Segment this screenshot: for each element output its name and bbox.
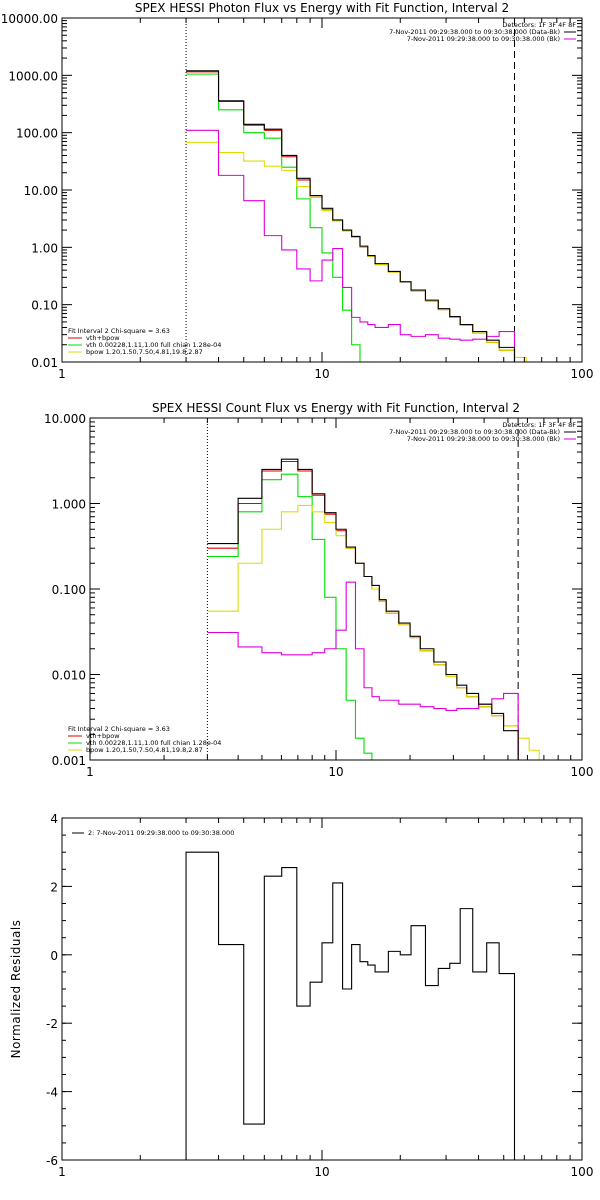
legend-entry: vth+bpow [86, 732, 120, 740]
y-axis-title: Normalized Residuals [9, 920, 23, 1059]
legend-entry: Detectors: 1F 3F 4F 8F [502, 421, 576, 429]
legend-top-left: 2: 7-Nov-2011 09:29:38.000 to 09:30:38.0… [72, 829, 234, 837]
legend-top-right: Detectors: 1F 3F 4F 8F7-Nov-2011 09:29:3… [389, 21, 576, 43]
y-tick-label: 0.010 [52, 669, 86, 683]
x-tick-label: 100 [571, 765, 594, 779]
y-tick-label: 10000.00 [1, 12, 58, 26]
axes-frame [89, 417, 583, 761]
chart-title: SPEX HESSI Photon Flux vs Energy with Fi… [135, 1, 509, 15]
x-tick-label: 10 [314, 1165, 329, 1179]
series-line-data [185, 851, 516, 1160]
chart-panel-2: SPEX HESSI Count Flux vs Energy with Fit… [44, 401, 594, 779]
y-tick-label: 10.00 [24, 184, 58, 198]
axes-frame [61, 17, 583, 363]
series-line-data [186, 70, 516, 362]
y-tick-label: 0.001 [52, 754, 86, 768]
legend-entry: Fit Interval 2 Chi-square = 3.63 [68, 327, 170, 335]
legend-entry: 7-Nov-2011 09:29:38.000 to 09:30:38.000 … [407, 435, 560, 443]
series-group [186, 70, 527, 362]
x-tick-label: 10 [314, 367, 329, 381]
legend-bottom-left: Fit Interval 2 Chi-square = 3.63vth+bpow… [68, 327, 221, 356]
y-tick-label: 0 [50, 949, 58, 963]
y-tick-label: 1000.00 [8, 69, 58, 83]
y-tick-label: 100.00 [16, 127, 58, 141]
chart-title: SPEX HESSI Count Flux vs Energy with Fit… [152, 401, 520, 415]
legend-entry: 7-Nov-2011 09:29:38.000 to 09:30:38.000 … [389, 28, 560, 36]
y-tick-label: 1.000 [52, 498, 86, 512]
series-line-vth [186, 73, 361, 362]
y-tick-label: -2 [46, 1017, 58, 1031]
legend-entry: vth 0.00228,1.11,1.00 full chian 1.28e-0… [86, 739, 221, 747]
chart-panel-3: 1 10 100 -6 -4 -2 0 2 4 Normalized Residuals 2: 7-… [9, 812, 593, 1179]
y-tick-label: -6 [46, 1154, 58, 1168]
y-tick-label: 0.01 [31, 356, 58, 370]
y-tick-label: -4 [46, 1086, 58, 1100]
legend-entry: vth 0.00228,1.11,1.00 full chian 1.28e-0… [86, 341, 221, 349]
x-tick-label: 1 [86, 765, 94, 779]
chart-panel-1: SPEX HESSI Photon Flux vs Energy with Fi… [1, 1, 594, 381]
y-tick-label: 0.100 [52, 583, 86, 597]
series-line-total_fit [207, 460, 519, 760]
series-line-background_series [207, 581, 519, 760]
legend-entry: 7-Nov-2011 09:29:38.000 to 09:30:38.000 … [407, 35, 560, 43]
legend-entry: bpow 1.20,1.50,7.50,4.81,19.8,2.87 [86, 746, 203, 754]
y-tick-label: 2 [50, 880, 58, 894]
series-group [207, 458, 551, 760]
series-line-background_series [186, 129, 516, 362]
x-tick-label: 1 [58, 367, 66, 381]
legend-top-right: Detectors: 1F 3F 4F 8F7-Nov-2011 09:29:3… [389, 421, 576, 443]
series-line-bpow [207, 504, 551, 760]
series-line-bpow [186, 141, 527, 362]
legend-entry: 2: 7-Nov-2011 09:29:38.000 to 09:30:38.0… [88, 829, 234, 837]
x-tick-label: 100 [571, 367, 594, 381]
legend-entry: Fit Interval 2 Chi-square = 3.63 [68, 725, 170, 733]
series-line-total_fit [186, 71, 516, 362]
legend-bottom-left: Fit Interval 2 Chi-square = 3.63vth+bpow… [68, 725, 221, 754]
legend-entry: bpow 1.20,1.50,7.50,4.81,19.8,2.87 [86, 348, 203, 356]
x-tick-label: 100 [571, 1165, 594, 1179]
y-tick-label: 1.00 [31, 241, 58, 255]
x-tick-label: 1 [58, 1165, 66, 1179]
y-tick-label: 0.10 [31, 299, 58, 313]
legend-entry: Detectors: 1F 3F 4F 8F [502, 21, 576, 29]
x-tick-label: 10 [328, 765, 343, 779]
axes-frame [61, 817, 583, 1161]
y-tick-label: 10.000 [44, 412, 86, 426]
series-group [185, 851, 516, 1160]
legend-entry: 7-Nov-2011 09:29:38.000 to 09:30:38.000 … [389, 428, 560, 436]
series-line-data [207, 458, 519, 760]
legend-entry: vth+bpow [86, 334, 120, 342]
y-tick-label: 4 [50, 812, 58, 826]
